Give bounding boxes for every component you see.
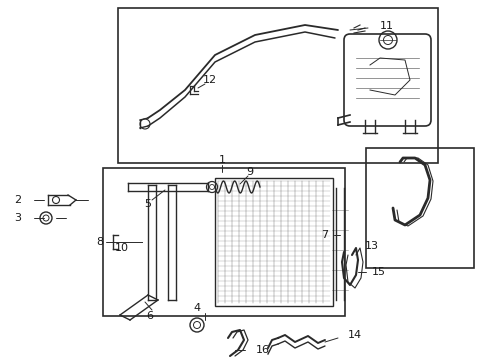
Text: 5: 5	[144, 199, 151, 209]
Text: 14: 14	[347, 330, 362, 340]
Text: 13: 13	[364, 241, 378, 251]
Bar	[103, 168, 345, 316]
Text: 1: 1	[218, 155, 225, 165]
Bar	[215, 178, 332, 306]
Bar	[118, 8, 437, 163]
Bar	[365, 148, 473, 268]
Text: 9: 9	[246, 167, 253, 177]
Text: 12: 12	[203, 75, 217, 85]
Text: 16: 16	[256, 345, 269, 355]
Text: 15: 15	[371, 267, 385, 277]
Text: 2: 2	[15, 195, 21, 205]
Text: 6: 6	[146, 311, 153, 321]
Text: 10: 10	[115, 243, 129, 253]
Text: 8: 8	[96, 237, 103, 247]
Text: 3: 3	[15, 213, 21, 223]
Text: 4: 4	[193, 303, 200, 313]
Text: 7: 7	[321, 230, 328, 240]
Text: 11: 11	[379, 21, 393, 31]
